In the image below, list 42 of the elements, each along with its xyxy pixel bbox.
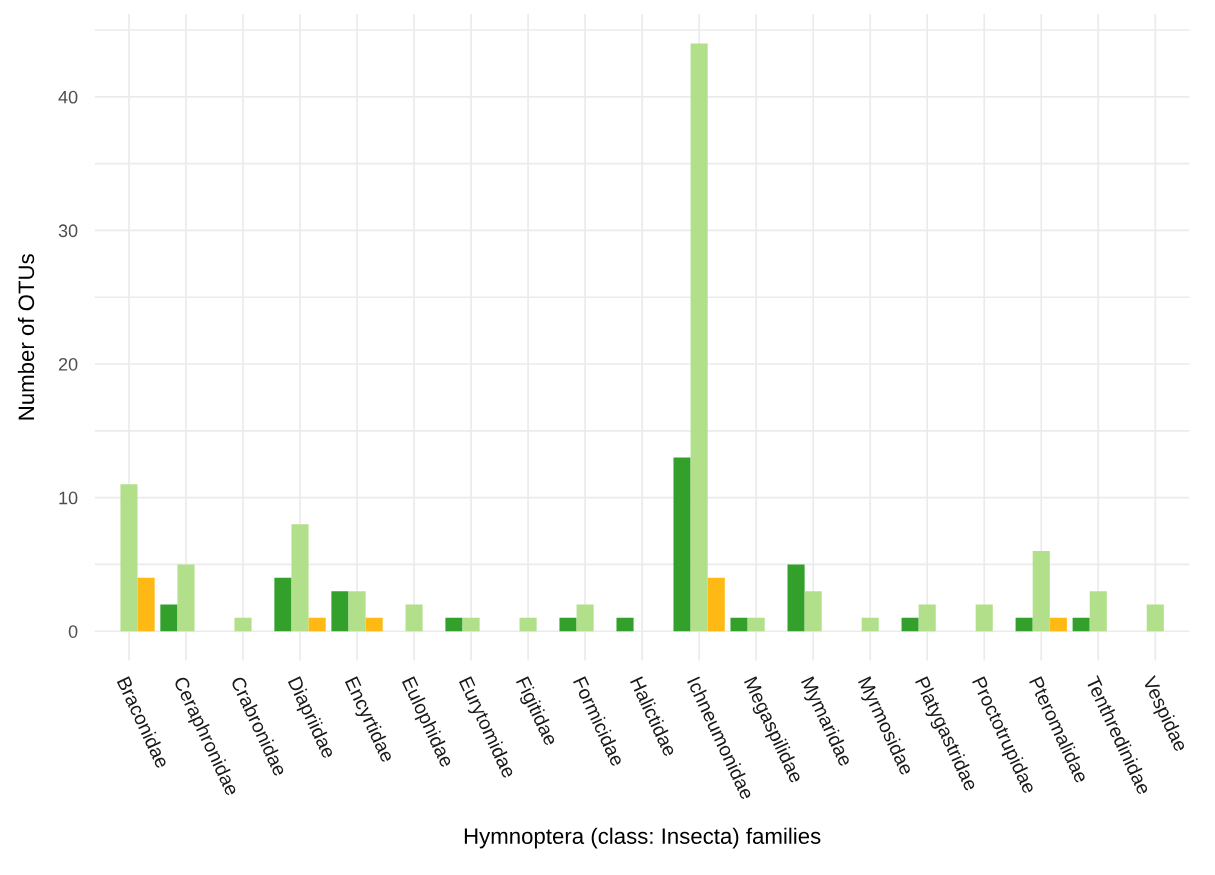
bar	[576, 604, 594, 632]
bar	[861, 617, 879, 632]
bar	[291, 524, 309, 632]
bar	[177, 564, 195, 632]
bar	[348, 591, 366, 632]
bar	[160, 604, 178, 632]
bar	[519, 617, 537, 632]
bar	[804, 591, 822, 632]
bar	[137, 577, 155, 632]
bar	[673, 457, 691, 632]
y-tick-label: 20	[58, 357, 78, 371]
y-tick-label: 10	[59, 491, 78, 505]
y-tick-label: 40	[58, 90, 78, 104]
bar	[616, 617, 634, 632]
bar	[445, 617, 463, 632]
bar	[975, 604, 993, 632]
bar	[1089, 591, 1107, 632]
bar	[274, 577, 292, 632]
bar	[901, 617, 919, 632]
bar	[747, 617, 765, 632]
bar	[1049, 617, 1067, 632]
bar	[787, 564, 805, 632]
y-tick-label: 30	[58, 224, 78, 238]
x-axis-title: Hymnoptera (class: Insecta) families	[464, 827, 821, 849]
bar	[1032, 551, 1050, 632]
bar	[120, 484, 138, 632]
bar	[365, 617, 383, 632]
bar	[1015, 617, 1033, 632]
bar	[308, 617, 326, 632]
bar	[1072, 617, 1090, 632]
bar	[730, 617, 748, 632]
bar	[559, 617, 577, 632]
bar	[234, 617, 252, 632]
y-tick-label: 0	[68, 625, 78, 638]
bar	[405, 604, 423, 632]
bar	[690, 43, 708, 632]
bar	[331, 591, 349, 632]
bar	[707, 577, 725, 632]
y-axis-title: Number of OTUs	[17, 254, 35, 420]
bar	[918, 604, 936, 632]
bar	[462, 617, 480, 632]
bar	[1146, 604, 1164, 632]
